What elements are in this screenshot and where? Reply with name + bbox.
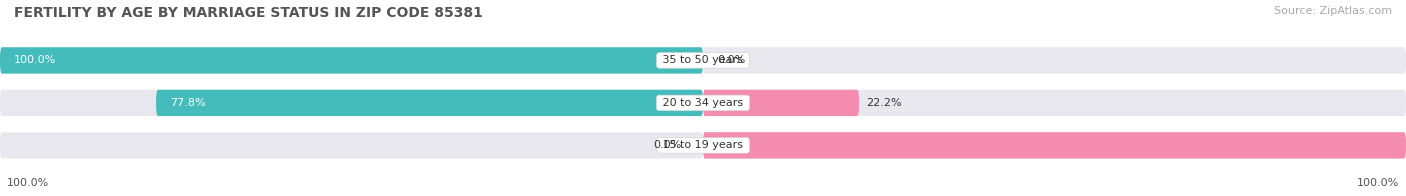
Text: 15 to 19 years: 15 to 19 years — [659, 140, 747, 150]
FancyBboxPatch shape — [703, 132, 1406, 159]
FancyBboxPatch shape — [703, 90, 859, 116]
FancyBboxPatch shape — [0, 47, 703, 74]
Text: 22.2%: 22.2% — [866, 98, 901, 108]
FancyBboxPatch shape — [156, 90, 703, 116]
Text: Source: ZipAtlas.com: Source: ZipAtlas.com — [1274, 6, 1392, 16]
FancyBboxPatch shape — [703, 132, 1406, 159]
FancyBboxPatch shape — [0, 47, 703, 74]
FancyBboxPatch shape — [703, 90, 1406, 116]
FancyBboxPatch shape — [703, 47, 1406, 74]
Text: FERTILITY BY AGE BY MARRIAGE STATUS IN ZIP CODE 85381: FERTILITY BY AGE BY MARRIAGE STATUS IN Z… — [14, 6, 482, 20]
Text: 20 to 34 years: 20 to 34 years — [659, 98, 747, 108]
Text: 100.0%: 100.0% — [14, 55, 56, 65]
Text: 0.0%: 0.0% — [654, 140, 682, 150]
Text: 0.0%: 0.0% — [717, 55, 745, 65]
Text: 100.0%: 100.0% — [1357, 178, 1399, 188]
Text: 35 to 50 years: 35 to 50 years — [659, 55, 747, 65]
FancyBboxPatch shape — [0, 132, 703, 159]
Text: 100.0%: 100.0% — [7, 178, 49, 188]
Text: 77.8%: 77.8% — [170, 98, 205, 108]
FancyBboxPatch shape — [0, 90, 703, 116]
